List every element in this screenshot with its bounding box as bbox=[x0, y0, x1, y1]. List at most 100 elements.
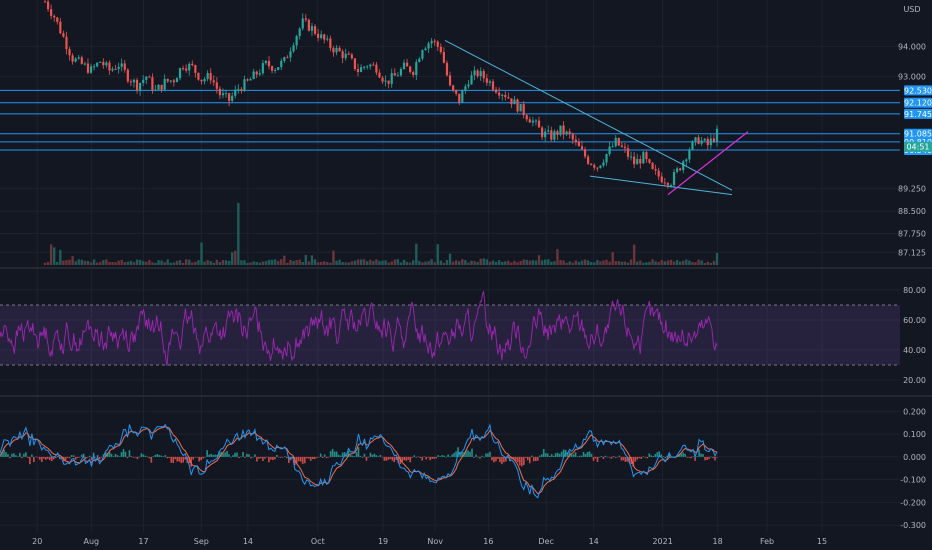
candle-body bbox=[197, 72, 200, 80]
macd-histogram-bar bbox=[566, 452, 569, 457]
macd-histogram-bar bbox=[447, 454, 449, 457]
macd-histogram-bar bbox=[704, 456, 706, 461]
volume-bar bbox=[243, 260, 246, 265]
candle-body bbox=[212, 80, 215, 83]
macd-histogram-bar bbox=[299, 456, 302, 462]
macd-histogram-bar bbox=[130, 456, 133, 457]
candle-body bbox=[277, 67, 280, 70]
volume-bar bbox=[556, 249, 559, 265]
macd-histogram-bar bbox=[710, 456, 712, 458]
macd-histogram-bar bbox=[110, 453, 113, 457]
macd-histogram-bar bbox=[540, 454, 543, 457]
macd-signal-line[interactable] bbox=[0, 425, 717, 495]
candle-body bbox=[224, 93, 228, 95]
macd-histogram-bar bbox=[385, 456, 388, 461]
volume-bar bbox=[283, 255, 286, 265]
volume-bar bbox=[111, 261, 114, 265]
macd-line[interactable] bbox=[0, 423, 718, 499]
volume-bar bbox=[381, 260, 384, 265]
volume-bar bbox=[215, 259, 219, 265]
price-level-badge[interactable] bbox=[904, 97, 932, 108]
volume-bar bbox=[326, 261, 329, 265]
macd-histogram-bar bbox=[578, 455, 581, 457]
candle-body bbox=[544, 131, 547, 138]
macd-histogram-bar bbox=[48, 456, 51, 461]
macd-histogram-bar bbox=[74, 456, 77, 460]
price-level-badge[interactable] bbox=[904, 85, 932, 96]
macd-histogram-bar bbox=[481, 455, 483, 457]
price-level-badge[interactable] bbox=[904, 108, 932, 119]
price-tick-label: 87.125 bbox=[898, 248, 926, 257]
candle-body bbox=[169, 80, 172, 82]
macd-histogram-bar bbox=[5, 452, 7, 457]
macd-histogram-bar bbox=[132, 456, 135, 458]
candle-body bbox=[384, 80, 387, 82]
candle-body bbox=[105, 62, 108, 66]
macd-histogram-bar bbox=[451, 454, 453, 457]
candle-body bbox=[494, 89, 498, 93]
current-price-badge[interactable] bbox=[904, 141, 932, 152]
candle-body bbox=[455, 89, 458, 94]
macd-pane[interactable] bbox=[0, 423, 718, 499]
candle-body bbox=[660, 176, 663, 183]
macd-histogram-bar bbox=[359, 455, 362, 457]
macd-histogram-bar bbox=[706, 456, 708, 461]
candle-body bbox=[369, 64, 372, 67]
time-axis[interactable]: 20 Aug 17 Sep 14 Oct 19 Nov 16 Dec 14 2021 18 Feb 15 bbox=[32, 537, 827, 546]
candle-body bbox=[691, 141, 694, 150]
macd-histogram-bar bbox=[114, 453, 117, 457]
macd-histogram-bar bbox=[104, 452, 107, 457]
rsi-line[interactable] bbox=[0, 291, 718, 366]
candle-body bbox=[537, 120, 541, 128]
candle-body bbox=[243, 79, 246, 92]
macd-histogram-bar bbox=[656, 452, 659, 457]
macd-histogram-bar bbox=[475, 454, 477, 457]
macd-histogram-bar bbox=[646, 456, 649, 459]
candle-body bbox=[347, 53, 350, 55]
macd-histogram-bar bbox=[682, 452, 684, 457]
macd-histogram-bar bbox=[407, 456, 410, 460]
macd-histogram-bar bbox=[371, 454, 374, 457]
candle-body bbox=[464, 86, 467, 91]
candle-body bbox=[329, 38, 332, 49]
candle-body bbox=[139, 82, 142, 91]
volume-bar bbox=[636, 261, 639, 265]
volume-bar bbox=[632, 244, 636, 265]
candle-body bbox=[258, 73, 261, 75]
macd-histogram-bar bbox=[568, 451, 571, 457]
candle-body bbox=[96, 62, 99, 67]
volume-bar bbox=[323, 261, 326, 265]
candle-body bbox=[46, 1, 50, 10]
volume-bar bbox=[510, 262, 513, 265]
candle-body bbox=[715, 128, 719, 142]
macd-histogram-bar bbox=[473, 456, 475, 458]
candle-body bbox=[590, 163, 593, 165]
price-pane[interactable] bbox=[0, 0, 900, 265]
macd-histogram-bar bbox=[250, 456, 252, 459]
price-level-badge[interactable] bbox=[904, 128, 932, 139]
trendline-lower[interactable] bbox=[589, 175, 733, 196]
macd-histogram-bar bbox=[45, 456, 47, 460]
macd-histogram-bar bbox=[397, 456, 400, 463]
macd-histogram-bar bbox=[274, 456, 276, 460]
macd-histogram-bar bbox=[84, 456, 87, 460]
candle-body bbox=[108, 62, 111, 71]
macd-histogram-bar bbox=[118, 456, 121, 458]
macd-histogram-bar bbox=[68, 456, 71, 459]
candle-body bbox=[442, 51, 446, 63]
volume-bar bbox=[393, 259, 397, 265]
macd-histogram-bar bbox=[544, 453, 547, 457]
price-axis[interactable]: 94.000 93.000 89.250 88.500 87.750 87.125 80.0… bbox=[898, 42, 932, 530]
macd-histogram-bar bbox=[156, 453, 159, 457]
trendline-upper[interactable] bbox=[444, 39, 733, 191]
candle-body bbox=[488, 81, 492, 83]
volume-bar bbox=[488, 261, 492, 265]
trendline-support[interactable] bbox=[667, 131, 749, 196]
rsi-pane[interactable] bbox=[0, 291, 900, 366]
macd-histogram-bar bbox=[333, 451, 336, 457]
volume-bar bbox=[513, 260, 516, 265]
candle-body bbox=[648, 159, 651, 163]
macd-histogram-bar bbox=[648, 453, 651, 457]
macd-histogram-bar bbox=[80, 454, 83, 457]
